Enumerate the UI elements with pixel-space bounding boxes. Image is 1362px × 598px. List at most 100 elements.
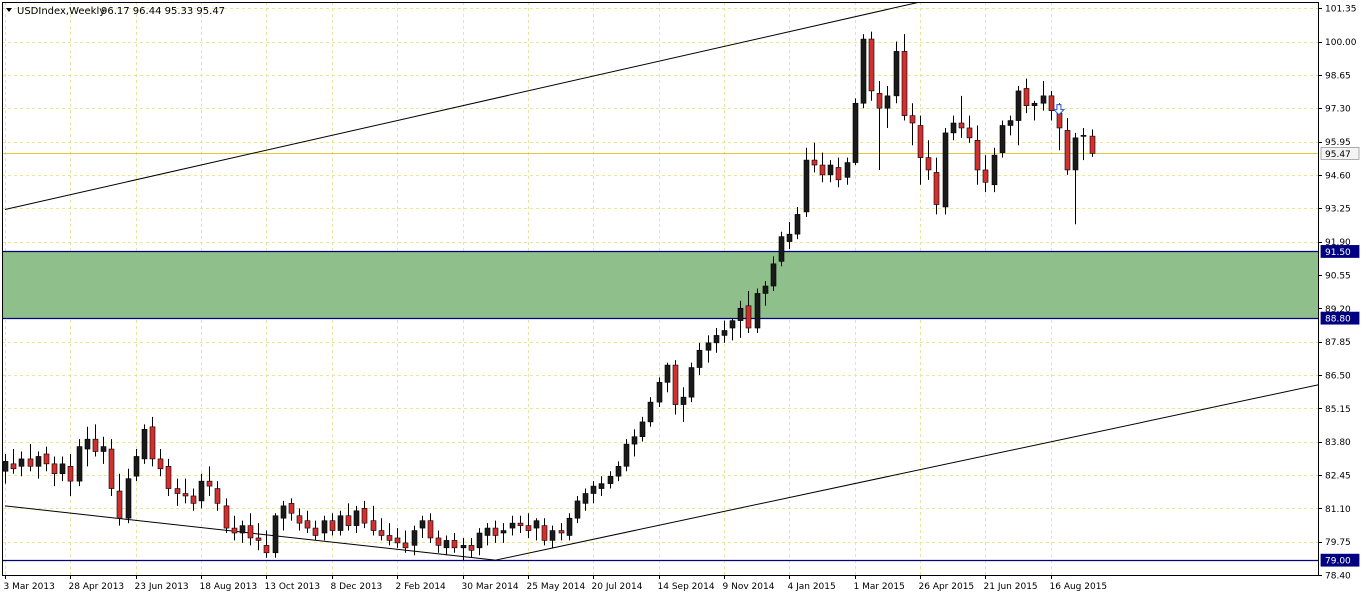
candle xyxy=(811,142,818,173)
candle-body xyxy=(1056,112,1063,129)
candle-body xyxy=(868,38,875,92)
candle xyxy=(844,157,851,185)
support-zone-rectangle[interactable] xyxy=(2,251,1318,319)
collapse-triangle-icon[interactable] xyxy=(6,8,12,12)
candle xyxy=(100,436,107,464)
candle-body xyxy=(247,525,254,539)
candle-body xyxy=(811,159,818,166)
trendline[interactable] xyxy=(4,2,921,210)
y-tick-label: 91.90 xyxy=(1325,238,1351,248)
y-tick-label: 89.20 xyxy=(1325,305,1351,315)
candle-body xyxy=(304,520,311,529)
candle-body xyxy=(272,515,279,554)
trendline[interactable] xyxy=(495,377,1353,561)
candle-body xyxy=(190,495,197,504)
y-tick-label: 79.75 xyxy=(1325,538,1351,548)
candle-body xyxy=(574,500,581,519)
candle xyxy=(696,342,703,375)
candle-body xyxy=(525,525,532,531)
candle xyxy=(509,515,516,536)
y-tick-label: 93.25 xyxy=(1325,205,1351,215)
candle xyxy=(427,513,434,543)
candle xyxy=(827,160,834,183)
candle xyxy=(598,476,605,496)
candle-body xyxy=(402,542,409,549)
candle xyxy=(835,157,842,188)
y-tick-label: 87.85 xyxy=(1325,338,1351,348)
x-tick-label: 1 Mar 2015 xyxy=(854,582,905,592)
candle xyxy=(680,387,687,422)
candle-body xyxy=(713,335,720,344)
candle-body xyxy=(92,438,99,452)
candle-body xyxy=(427,520,434,539)
candle-body xyxy=(198,480,205,502)
candle xyxy=(745,290,752,333)
candle-body xyxy=(582,493,589,504)
candle xyxy=(1015,85,1022,146)
candle-body xyxy=(141,428,148,460)
candle-body xyxy=(1080,135,1087,137)
x-tick-label: 8 Dec 2013 xyxy=(331,582,383,592)
candle-body xyxy=(149,426,156,460)
candle xyxy=(982,155,989,193)
candle xyxy=(933,157,940,215)
current-price-label: 95.47 xyxy=(1320,147,1360,160)
level-price-label: 79.00 xyxy=(1320,553,1360,567)
candle xyxy=(950,115,957,141)
candle-body xyxy=(737,307,744,321)
candle xyxy=(304,510,311,534)
candle xyxy=(999,120,1006,158)
candle-body xyxy=(917,125,924,158)
candle xyxy=(223,498,230,534)
candle-body xyxy=(411,530,418,546)
candle-body xyxy=(223,505,230,529)
candle xyxy=(27,444,34,472)
candle-body xyxy=(533,520,540,529)
candle xyxy=(958,95,965,138)
candle xyxy=(558,523,565,541)
candle xyxy=(402,530,409,553)
candle-body xyxy=(925,157,932,171)
candle xyxy=(517,515,524,534)
candle xyxy=(231,515,238,541)
y-tick-label: 101.35 xyxy=(1325,5,1357,15)
x-tick-label: 21 Jun 2015 xyxy=(984,582,1038,592)
candle xyxy=(647,397,654,427)
candle xyxy=(533,518,540,541)
candle-body xyxy=(876,93,883,109)
candle-body xyxy=(1072,137,1079,171)
candle xyxy=(165,458,172,496)
candle-body xyxy=(18,458,25,467)
candle-body xyxy=(476,532,483,549)
candle-body xyxy=(607,475,614,484)
x-tick-label: 25 May 2014 xyxy=(527,582,586,592)
candle-body xyxy=(468,545,475,551)
y-tick-label: 98.65 xyxy=(1325,71,1351,81)
candle-body xyxy=(1023,88,1030,107)
candle xyxy=(705,335,712,363)
candle xyxy=(141,424,148,464)
candle-body xyxy=(419,520,426,529)
candle-body xyxy=(705,342,712,351)
candle xyxy=(272,513,279,558)
x-tick-label: 16 Aug 2015 xyxy=(1050,582,1108,592)
candle xyxy=(59,456,66,482)
candle xyxy=(288,498,295,521)
x-tick-label: 28 Apr 2013 xyxy=(69,582,125,592)
candle xyxy=(1072,132,1079,225)
candle-body xyxy=(909,115,916,124)
y-tick-label: 100.00 xyxy=(1325,38,1357,48)
candle xyxy=(484,523,491,546)
candle-body xyxy=(762,285,769,294)
candle-body xyxy=(794,214,801,235)
candle-body xyxy=(116,490,123,519)
candle-body xyxy=(860,38,867,104)
candle-body xyxy=(165,466,172,489)
candle-body xyxy=(729,320,736,329)
candle-body xyxy=(541,525,548,541)
candle-body xyxy=(386,535,393,541)
candle-body xyxy=(84,438,91,450)
down-arrow-icon[interactable] xyxy=(1052,104,1066,116)
candle-body xyxy=(263,545,270,554)
